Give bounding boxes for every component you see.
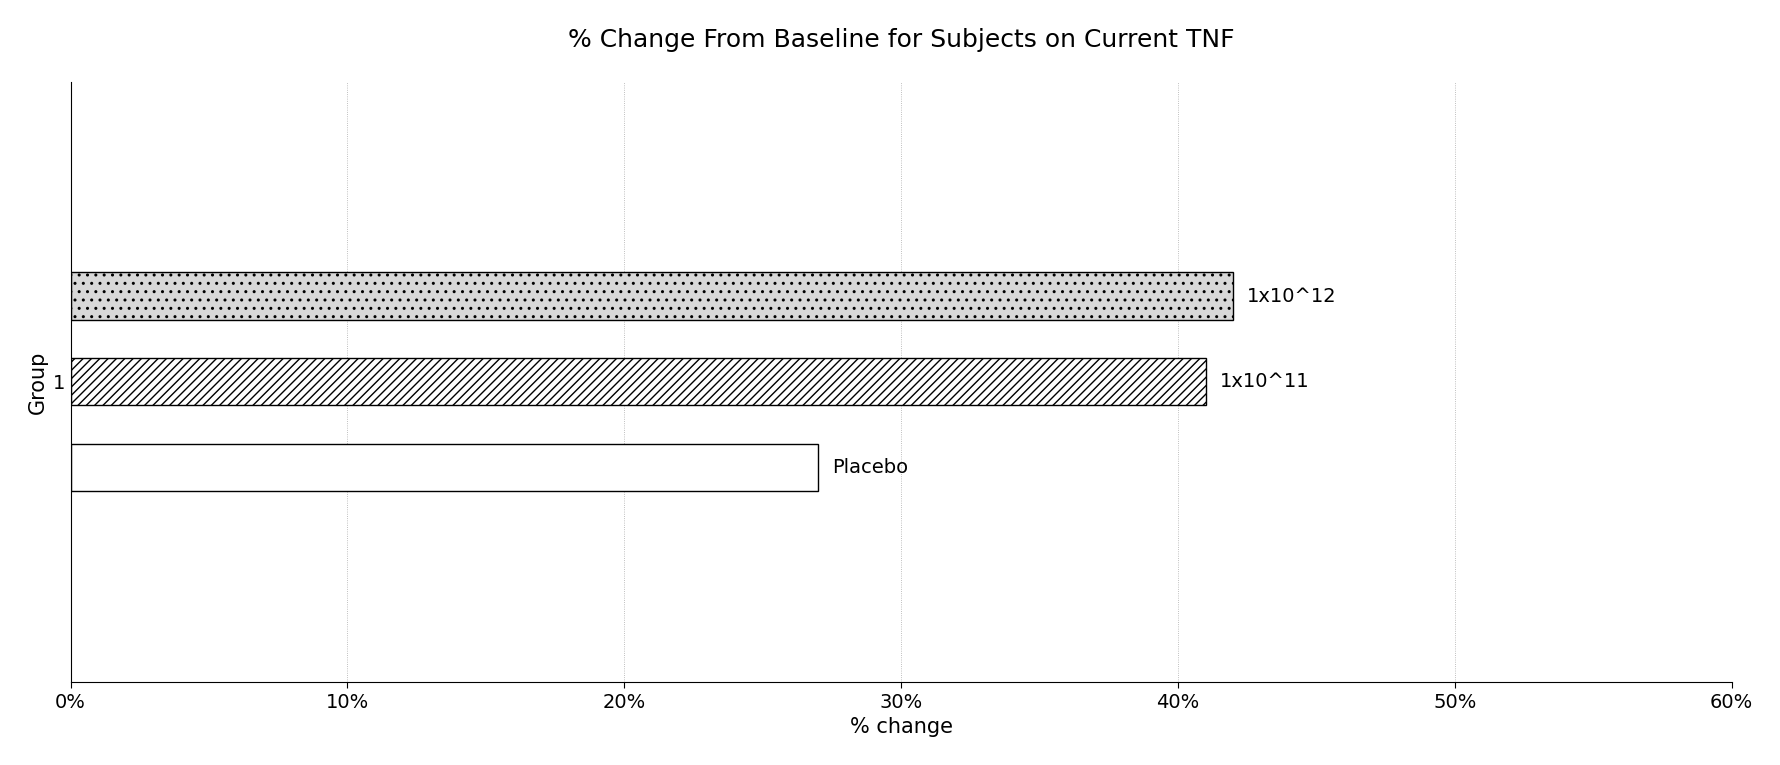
Text: 1x10^12: 1x10^12 (1246, 287, 1337, 305)
Text: 1x10^11: 1x10^11 (1219, 373, 1308, 392)
Text: Placebo: Placebo (831, 458, 908, 477)
Y-axis label: Group: Group (28, 350, 48, 414)
Bar (71, 272, 1232, 320)
Title: % Change From Baseline for Subjects on Current TNF: % Change From Baseline for Subjects on C… (568, 28, 1234, 52)
X-axis label: % change: % change (849, 718, 952, 737)
Bar (71, 358, 1205, 405)
Bar (71, 444, 817, 491)
